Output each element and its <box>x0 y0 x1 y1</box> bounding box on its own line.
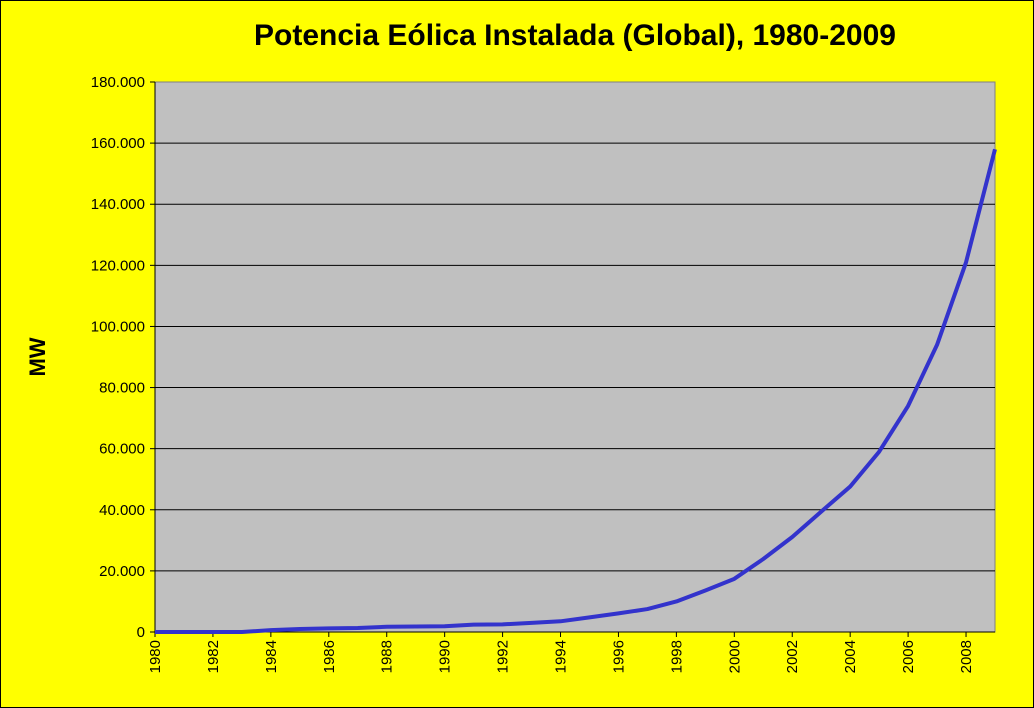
x-tick-label: 2000 <box>726 640 743 673</box>
x-tick-label: 1980 <box>147 640 164 673</box>
y-axis-label: MW <box>25 337 50 376</box>
chart-title: Potencia Eólica Instalada (Global), 1980… <box>254 19 896 52</box>
y-tick-label: 180.000 <box>91 74 145 91</box>
x-tick-label: 1994 <box>553 640 570 673</box>
y-tick-label: 160.000 <box>91 135 145 152</box>
x-tick-label: 1990 <box>437 640 454 673</box>
y-tick-label: 40.000 <box>99 502 145 519</box>
x-tick-label: 1986 <box>321 640 338 673</box>
data-line <box>155 148 997 634</box>
y-tick-label: 80.000 <box>99 380 145 397</box>
y-tick-label: 20.000 <box>99 563 145 580</box>
y-tick-label: 100.000 <box>91 318 145 335</box>
x-tick-label: 1984 <box>263 640 280 673</box>
x-tick-label: 2008 <box>958 640 975 673</box>
x-tick-label: 1982 <box>205 640 222 673</box>
x-tick-label: 1996 <box>610 640 627 673</box>
plot-area <box>154 81 996 633</box>
x-tick-label: 1998 <box>668 640 685 673</box>
x-tick-label: 2004 <box>842 640 859 673</box>
y-tick-label: 0 <box>137 624 145 641</box>
y-tick-label: 60.000 <box>99 441 145 458</box>
x-tick-label: 1992 <box>495 640 512 673</box>
x-tick-label: 2002 <box>784 640 801 673</box>
x-tick-label: 2006 <box>900 640 917 673</box>
y-tick-label: 120.000 <box>91 257 145 274</box>
y-tick-label: 140.000 <box>91 196 145 213</box>
x-tick-label: 1988 <box>379 640 396 673</box>
